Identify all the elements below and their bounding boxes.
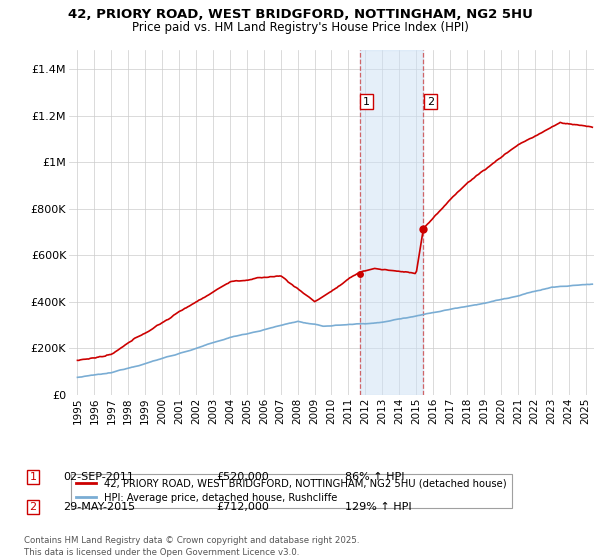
- Text: 42, PRIORY ROAD, WEST BRIDGFORD, NOTTINGHAM, NG2 5HU: 42, PRIORY ROAD, WEST BRIDGFORD, NOTTING…: [68, 8, 532, 21]
- Text: 129% ↑ HPI: 129% ↑ HPI: [345, 502, 412, 512]
- Legend: 42, PRIORY ROAD, WEST BRIDGFORD, NOTTINGHAM, NG2 5HU (detached house), HPI: Aver: 42, PRIORY ROAD, WEST BRIDGFORD, NOTTING…: [71, 474, 512, 508]
- Text: Contains HM Land Registry data © Crown copyright and database right 2025.
This d: Contains HM Land Registry data © Crown c…: [24, 536, 359, 557]
- Text: £520,000: £520,000: [216, 472, 269, 482]
- Text: £712,000: £712,000: [216, 502, 269, 512]
- Text: Price paid vs. HM Land Registry's House Price Index (HPI): Price paid vs. HM Land Registry's House …: [131, 21, 469, 34]
- Text: 86% ↑ HPI: 86% ↑ HPI: [345, 472, 404, 482]
- Text: 1: 1: [29, 472, 37, 482]
- Text: 2: 2: [427, 96, 434, 106]
- Bar: [360, 50, 423, 395]
- Text: 1: 1: [363, 96, 370, 106]
- Text: 02-SEP-2011: 02-SEP-2011: [63, 472, 134, 482]
- Text: 29-MAY-2015: 29-MAY-2015: [63, 502, 135, 512]
- Text: 2: 2: [29, 502, 37, 512]
